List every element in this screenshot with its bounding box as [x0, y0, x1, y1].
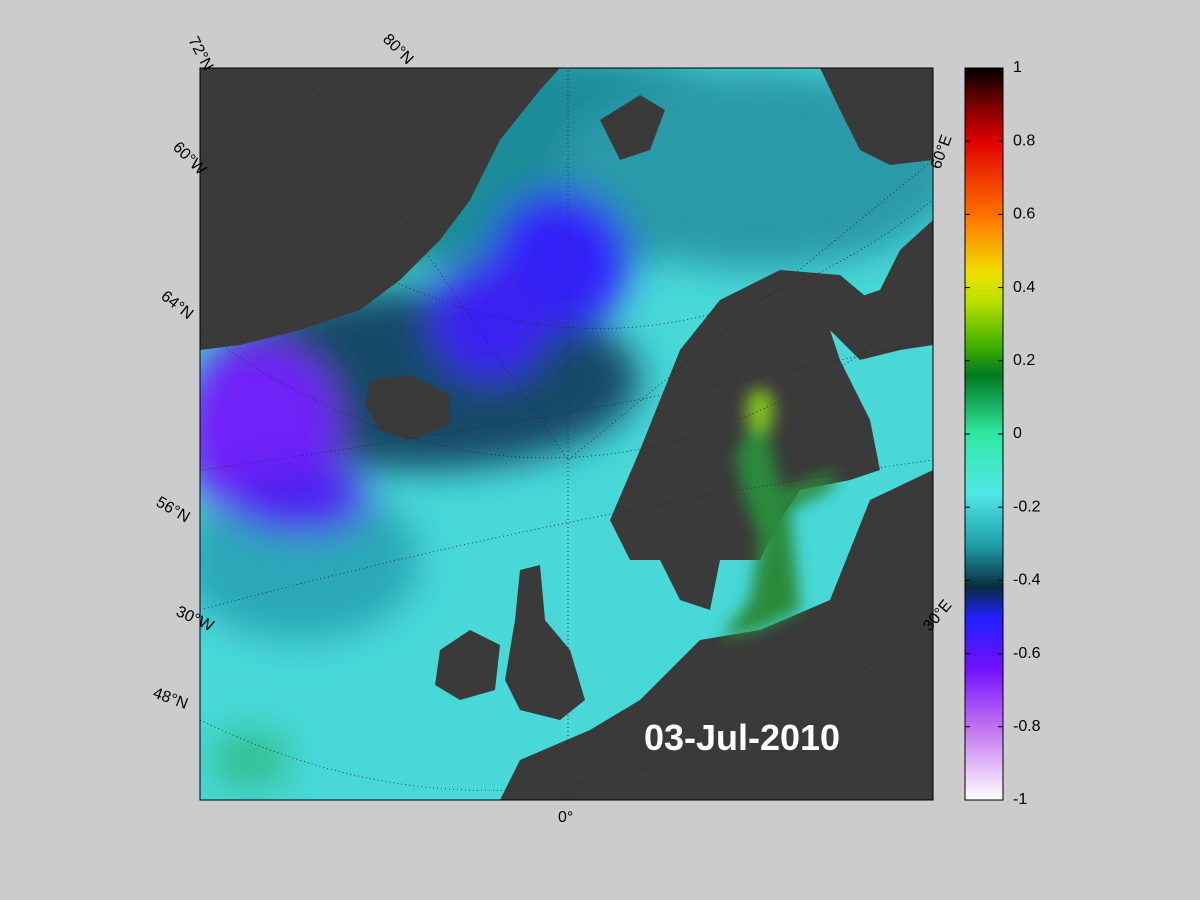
- graticule-label: 72°N: [184, 34, 216, 74]
- colorbar-ticks: -1 -0.8 -0.6 -0.4 -0.2 0 0.2 0.4 0.6 0.8 1: [965, 59, 1041, 808]
- graticule: [200, 68, 933, 800]
- tick-label: 0: [1013, 425, 1022, 442]
- graticule-label: 64°N: [158, 288, 197, 323]
- tick-label: 0.8: [1013, 132, 1035, 149]
- tick-label: 0.6: [1013, 206, 1035, 223]
- graticule-label: 48°N: [151, 685, 190, 713]
- graticule-label: 80°N: [379, 31, 416, 68]
- date-label: 03-Jul-2010: [644, 717, 840, 758]
- tick-label: 0.2: [1013, 352, 1035, 369]
- graticule-label: 0°: [558, 809, 573, 826]
- tick-label: -0.2: [1013, 498, 1041, 515]
- graticule-label: 56°N: [153, 494, 192, 527]
- colorbar: [964, 67, 1004, 801]
- map: 03-Jul-2010: [200, 68, 933, 800]
- tick-label: 0.4: [1013, 279, 1035, 296]
- tick-label: 1: [1013, 59, 1022, 76]
- map-frame: [199, 67, 934, 801]
- tick-label: -0.8: [1013, 718, 1041, 735]
- tick-label: -0.4: [1013, 572, 1041, 589]
- tick-label: -1: [1013, 791, 1027, 808]
- tick-label: -0.6: [1013, 645, 1041, 662]
